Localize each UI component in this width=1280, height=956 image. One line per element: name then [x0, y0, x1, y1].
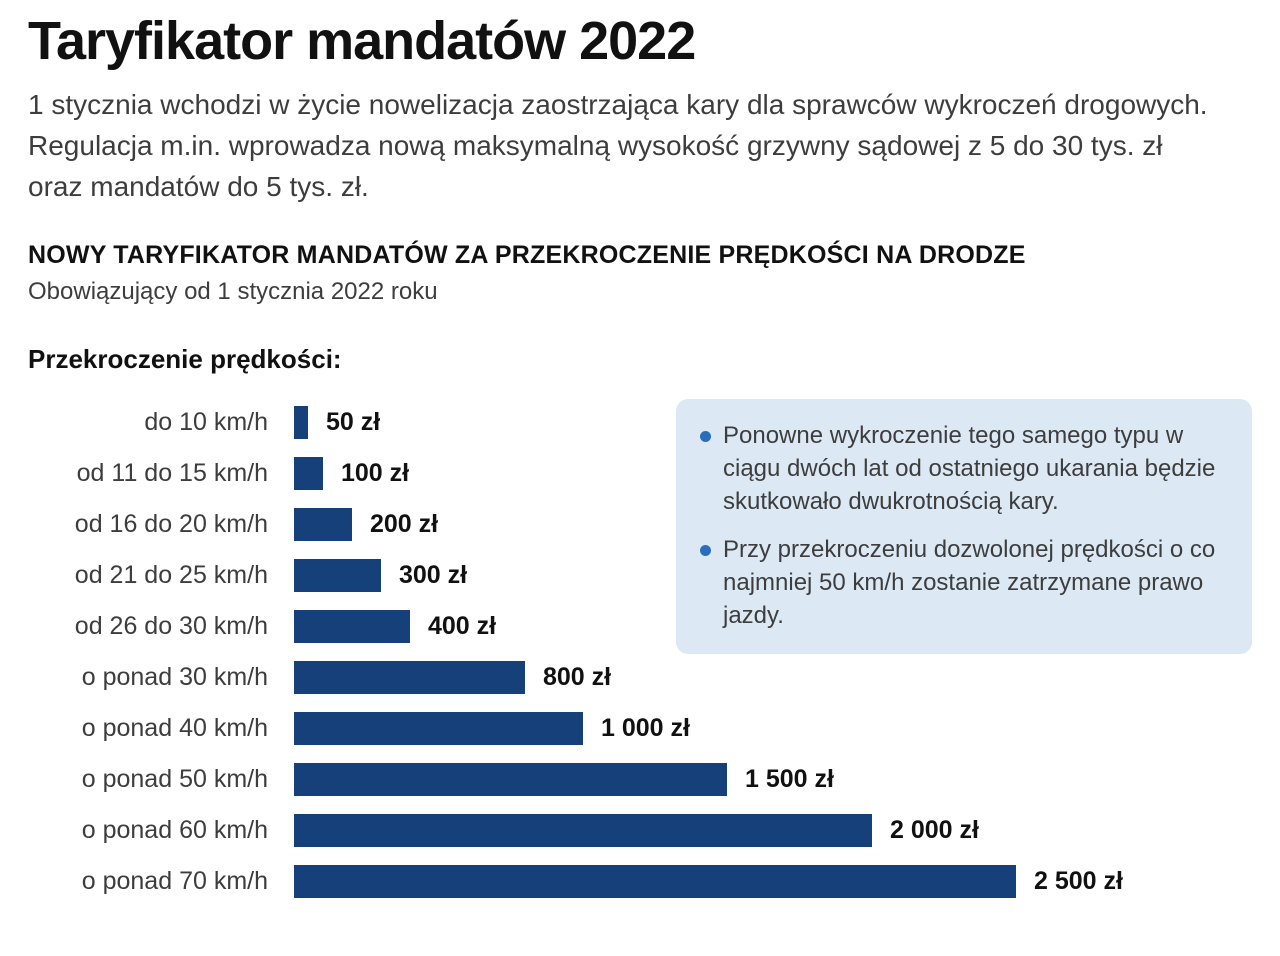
bar — [294, 814, 872, 848]
info-bullet: Przy przekroczeniu dozwolonej prędkości … — [700, 533, 1226, 632]
section-subtitle: Obowiązujący od 1 stycznia 2022 roku — [28, 278, 438, 306]
bar-value: 200 zł — [370, 510, 439, 539]
chart-row: o ponad 70 km/h 2 500 zł — [28, 856, 1252, 907]
chart-row: o ponad 30 km/h 800 zł — [28, 652, 1252, 703]
section-header: NOWY TARYFIKATOR MANDATÓW ZA PRZEKROCZEN… — [28, 241, 1026, 270]
bar — [294, 763, 727, 797]
bar-label: o ponad 50 km/h — [81, 765, 268, 794]
bar-label: o ponad 30 km/h — [81, 663, 268, 692]
chart-row: do 10 km/h 50 zł — [28, 397, 1252, 448]
chart-title: Przekroczenie prędkości: — [28, 344, 342, 375]
bar-value: 100 zł — [341, 459, 410, 488]
bar — [294, 610, 410, 644]
bar-label: do 10 km/h — [144, 408, 268, 437]
bar-value: 1 500 zł — [745, 765, 834, 794]
bar-label: o ponad 60 km/h — [81, 816, 268, 845]
chart-section: do 10 km/h 50 zł od 11 do 15 km/h 100 zł od … — [28, 397, 1252, 907]
bar-value: 1 000 zł — [601, 714, 690, 743]
page-title: Taryfikator mandatów 2022 — [28, 11, 696, 71]
info-bullet: Ponowne wykroczenie tego samego typu w c… — [700, 419, 1226, 518]
bar-label: o ponad 40 km/h — [81, 714, 268, 743]
bar-label: o ponad 70 km/h — [81, 867, 268, 896]
chart-row: o ponad 40 km/h 1 000 zł — [28, 703, 1252, 754]
chart-row: od 16 do 20 km/h 200 zł — [28, 499, 1252, 550]
bar-label: od 16 do 20 km/h — [74, 510, 268, 539]
chart-row: od 26 do 30 km/h 400 zł — [28, 601, 1252, 652]
chart-row: od 21 do 25 km/h 300 zł — [28, 550, 1252, 601]
bar — [294, 661, 525, 695]
bullet-icon — [700, 544, 711, 556]
bar — [294, 508, 352, 542]
chart-row: o ponad 60 km/h 2 000 zł — [28, 805, 1252, 856]
info-bullet-text: Przy przekroczeniu dozwolonej prędkości … — [723, 535, 1216, 629]
bar-label: od 11 do 15 km/h — [76, 459, 268, 488]
bar — [294, 559, 381, 593]
chart-row: od 11 do 15 km/h 100 zł — [28, 448, 1252, 499]
bar — [294, 457, 323, 491]
bar — [294, 712, 583, 746]
bar-value: 2 000 zł — [890, 816, 979, 845]
intro-text: 1 stycznia wchodzi w życie nowelizacja z… — [28, 89, 1208, 202]
bar-value: 400 zł — [428, 612, 497, 641]
bar-value: 50 zł — [326, 408, 381, 437]
bar-value: 300 zł — [399, 561, 468, 590]
bar-label: od 21 do 25 km/h — [74, 561, 268, 590]
bar — [294, 406, 308, 440]
bullet-icon — [700, 431, 711, 443]
info-box: Ponowne wykroczenie tego samego typu w c… — [676, 399, 1252, 654]
info-bullet-text: Ponowne wykroczenie tego samego typu w c… — [723, 422, 1216, 516]
bar-value: 800 zł — [543, 663, 612, 692]
chart: do 10 km/h 50 zł od 11 do 15 km/h 100 zł od … — [28, 397, 1252, 907]
chart-row: o ponad 50 km/h 1 500 zł — [28, 754, 1252, 805]
bar-value: 2 500 zł — [1034, 867, 1123, 896]
bar — [294, 865, 1016, 899]
bar-label: od 26 do 30 km/h — [74, 612, 268, 641]
